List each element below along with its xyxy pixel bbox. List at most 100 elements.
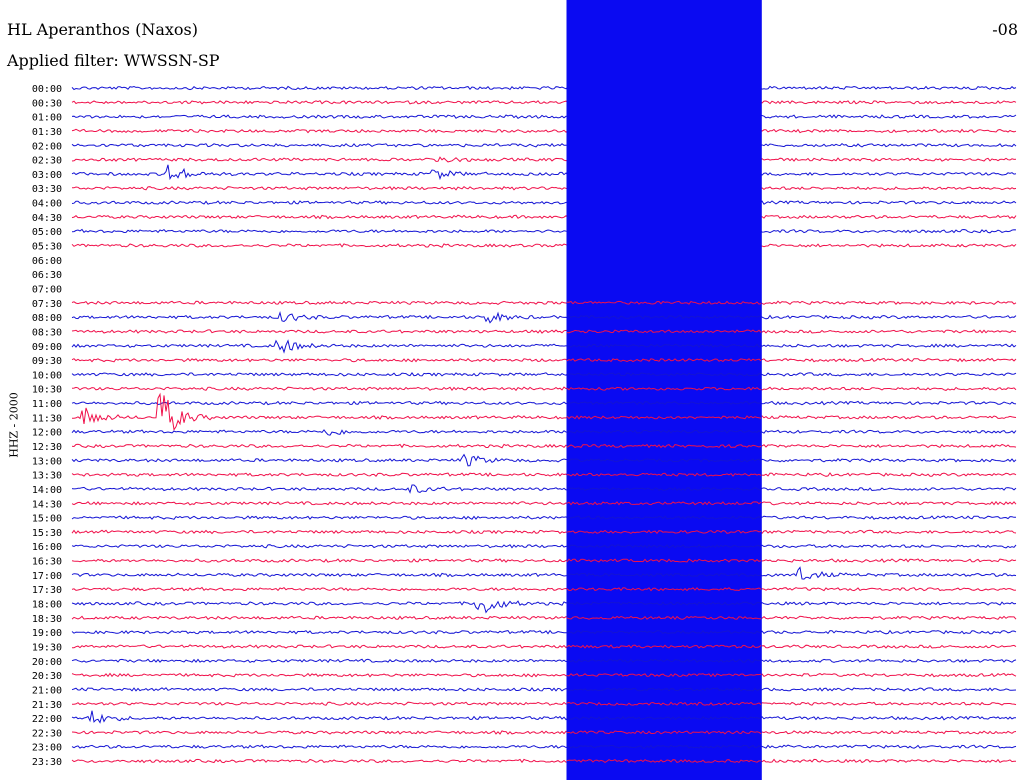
trace-row (71, 156, 1017, 163)
station-title: HL Aperanthos (Naxos) (7, 20, 198, 39)
row-time-label: 04:30 (32, 213, 62, 224)
trace-row (71, 758, 1016, 764)
trace-row (71, 629, 1017, 635)
masked-trace-row (566, 343, 762, 348)
trace-row (71, 710, 1017, 724)
masked-trace-row (567, 472, 762, 477)
masked-trace-row (566, 358, 762, 363)
row-time-label: 16:00 (32, 542, 62, 553)
row-time-label: 01:30 (32, 127, 62, 138)
masked-trace-row (566, 300, 762, 305)
trace-row (71, 99, 1017, 105)
trace-row (71, 114, 1017, 119)
trace-row (71, 128, 1017, 134)
row-time-label: 11:00 (32, 399, 62, 410)
trace-row (71, 515, 1017, 520)
row-time-label: 00:00 (32, 84, 62, 95)
row-time-label: 22:30 (32, 728, 62, 739)
row-time-label: 08:00 (32, 313, 62, 324)
row-time-label: 10:00 (32, 370, 62, 381)
row-time-label: 01:00 (32, 113, 62, 124)
masked-trace-row (566, 716, 762, 721)
row-time-label: 08:30 (32, 327, 62, 338)
trace-row (71, 453, 1017, 467)
trace-row (71, 164, 1017, 181)
masked-trace-row (566, 744, 762, 749)
row-time-label: 17:00 (32, 571, 62, 582)
trace-row (71, 586, 1017, 592)
masked-trace-row (566, 443, 762, 449)
trace-row (71, 392, 1017, 431)
masked-trace-row (566, 401, 762, 406)
masked-trace-row (566, 329, 762, 334)
row-time-label: 21:00 (32, 685, 62, 696)
row-time-label: 04:00 (32, 199, 62, 210)
row-time-label: 17:30 (32, 585, 62, 596)
row-time-label: 13:00 (32, 456, 62, 467)
row-time-label: 14:00 (32, 485, 62, 496)
masked-trace-row (566, 572, 762, 577)
row-time-label: 03:00 (32, 170, 62, 181)
masked-trace-row (566, 544, 762, 549)
trace-row (71, 357, 1017, 363)
trace-row (72, 701, 1017, 707)
masked-trace-row (566, 558, 762, 563)
trace-row (71, 566, 1017, 580)
trace-row (71, 544, 1017, 549)
row-time-label: 23:00 (32, 743, 62, 754)
row-time-label: 09:00 (32, 342, 62, 353)
trace-row (71, 329, 1017, 334)
masked-trace-row (566, 758, 761, 764)
trace-row (71, 339, 1017, 354)
trace-row (71, 644, 1017, 649)
row-time-label: 12:00 (32, 428, 62, 439)
trace-row (71, 600, 1017, 614)
row-time-label: 12:30 (32, 442, 62, 453)
masked-trace-row (566, 415, 762, 420)
row-time-label: 07:00 (32, 284, 62, 295)
masked-trace-row (566, 601, 762, 606)
row-time-label: 02:30 (32, 156, 62, 167)
trace-row (71, 142, 1017, 148)
masked-trace-row (566, 529, 762, 534)
row-time-label: 18:00 (32, 600, 62, 611)
trace-row (71, 380, 1017, 404)
trace-row (71, 438, 1017, 454)
masked-trace-row (566, 501, 762, 506)
masked-trace-row (566, 615, 762, 621)
trace-row (71, 500, 1017, 506)
row-time-label: 10:30 (32, 385, 62, 396)
row-time-label: 03:30 (32, 184, 62, 195)
row-time-label: 05:30 (32, 242, 62, 253)
trace-row (71, 372, 1017, 377)
trace-row (71, 228, 1017, 234)
masked-trace-row (566, 386, 762, 391)
row-time-label: 23:30 (32, 757, 62, 768)
row-time-label: 14:30 (32, 499, 62, 510)
trace-row (71, 429, 1017, 436)
trace-row (71, 730, 1017, 735)
row-time-label: 06:30 (32, 270, 62, 281)
trace-row (71, 615, 1017, 621)
masked-trace-row (566, 429, 762, 434)
row-time-label: 05:00 (32, 227, 62, 238)
row-time-label: 20:00 (32, 657, 62, 668)
trace-row (71, 472, 1017, 477)
trace-row (71, 310, 1017, 324)
trace-row (71, 744, 1017, 749)
masked-trace-row (566, 486, 762, 492)
row-time-label: 22:00 (32, 714, 62, 725)
masked-trace-row (566, 673, 762, 678)
masked-trace-row (566, 701, 762, 706)
trace-row (71, 672, 1017, 678)
row-time-label: 00:30 (32, 98, 62, 109)
trace-row (71, 214, 1017, 220)
row-time-label: 15:00 (32, 514, 62, 525)
trace-row (71, 484, 1017, 494)
trace-row (71, 687, 1017, 692)
trace-row (71, 85, 1017, 91)
masked-trace-row (566, 458, 762, 463)
row-time-label: 13:30 (32, 471, 62, 482)
trace-row (71, 558, 1017, 563)
